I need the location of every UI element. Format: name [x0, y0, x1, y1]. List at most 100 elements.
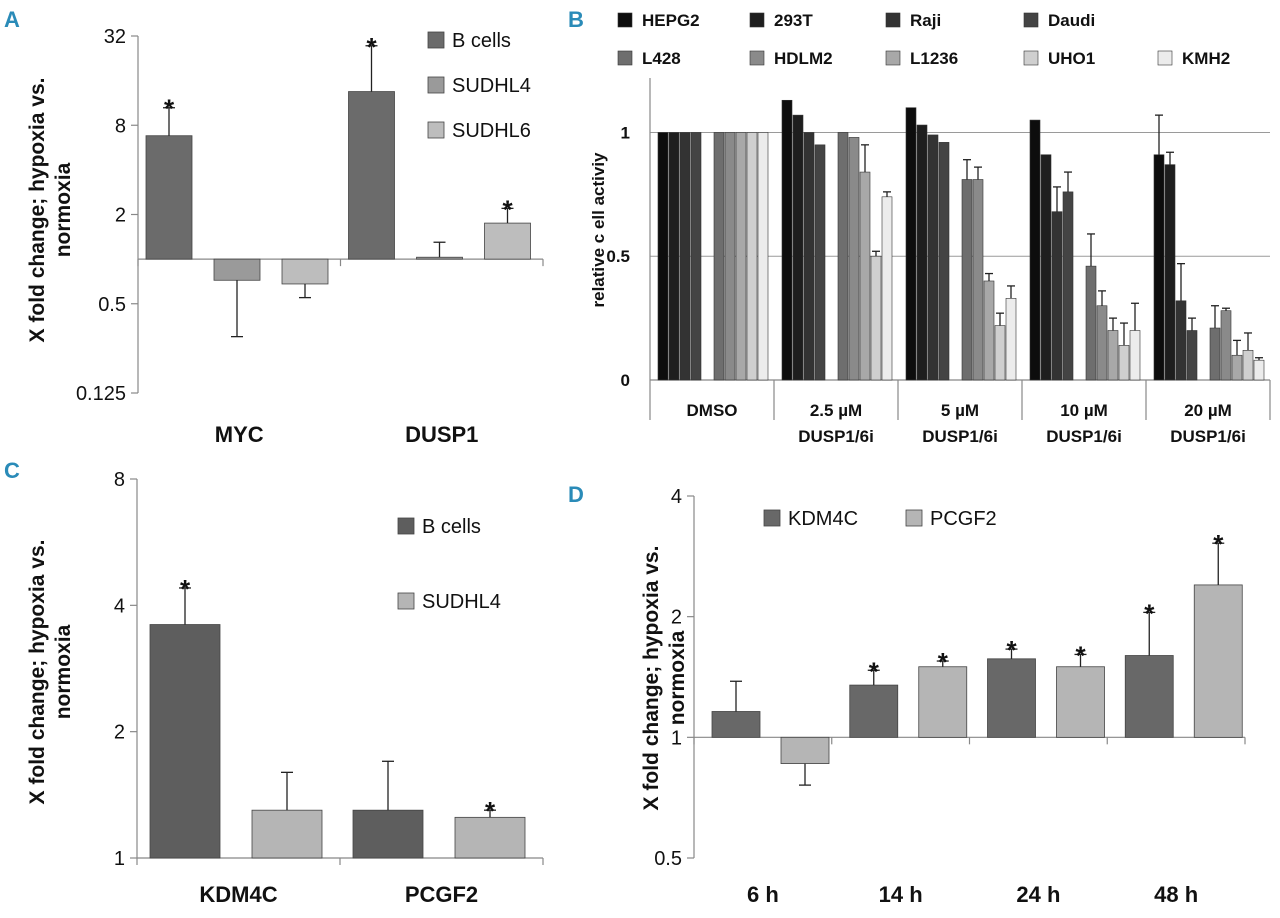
- panel-b-bar: [870, 255, 882, 381]
- panel-b-bar: [837, 132, 849, 381]
- panel-d-significance-star: *: [869, 656, 880, 686]
- panel-b-bar: [1209, 327, 1221, 381]
- panel-d-category-label: 24 h: [1016, 882, 1060, 907]
- panel-b-legend-label: Daudi: [1048, 11, 1095, 30]
- panel-a-bar: [281, 258, 329, 285]
- panel-c-significance-star: *: [485, 796, 496, 826]
- panel-b-legend-swatch: [749, 50, 765, 66]
- panel-b-bar: [1062, 191, 1074, 381]
- panel-b-bar: [927, 134, 939, 381]
- panel-c-y-tick-label: 4: [114, 595, 125, 617]
- panel-d-bar: [1124, 655, 1174, 738]
- panel-b-bar: [668, 132, 680, 381]
- panel-b-legend-swatch: [885, 50, 901, 66]
- panel-b-category-label: 10 µM: [1060, 401, 1108, 420]
- panel-b-y-tick-label: 1: [621, 123, 630, 142]
- panel-d-significance-star: *: [1213, 529, 1224, 559]
- panel-a-y-tick-label: 2: [115, 205, 126, 227]
- panel-b-y-axis-title: relative c ell activiy: [589, 152, 608, 308]
- panel-b-bar: [713, 132, 725, 381]
- panel-b-bar: [859, 171, 871, 381]
- panel-c-y-tick-label: 8: [114, 469, 125, 491]
- panel-a-y-axis-title: normoxia: [52, 162, 75, 257]
- panel-b-category-label: DUSP1/6i: [1170, 427, 1246, 446]
- panel-a-legend-label: B cells: [452, 30, 511, 52]
- panel-b-y-tick-label: 0: [621, 371, 630, 390]
- panel-b-bar: [1231, 354, 1243, 381]
- panel-d-bar: [849, 684, 899, 738]
- panel-b-bar: [746, 132, 758, 381]
- panel-d-category-label: 48 h: [1154, 882, 1198, 907]
- panel-d-legend-label: PCGF2: [930, 508, 997, 530]
- panel-a-bar: [145, 135, 193, 260]
- panel-c-y-axis-title: normoxia: [52, 624, 75, 719]
- panel-a-bar: [213, 258, 261, 281]
- panel-d-y-axis-title: normoxia: [666, 630, 689, 725]
- panel-b-bar: [1085, 265, 1097, 381]
- panel-b-legend-swatch: [617, 12, 633, 28]
- panel-d-significance-star: *: [1075, 640, 1086, 670]
- panel-a-y-axis-title: X fold change; hypoxia vs.: [26, 78, 49, 343]
- panel-b-legend-swatch: [1023, 50, 1039, 66]
- panel-b-bar: [905, 107, 917, 381]
- panel-b-bar: [679, 132, 691, 381]
- panel-c-y-tick-label: 1: [114, 848, 125, 870]
- panel-b-legend-label: 293T: [774, 11, 813, 30]
- panel-b-legend-label: L1236: [910, 49, 958, 68]
- panel-b-bar: [1220, 310, 1232, 381]
- panel-label-a: A: [4, 7, 20, 32]
- panel-b-category-label: 2.5 µM: [810, 401, 862, 420]
- panel-b-legend-swatch: [1023, 12, 1039, 28]
- panel-d-significance-star: *: [1144, 598, 1155, 628]
- panel-d-y-axis-title: X fold change; hypoxia vs.: [640, 546, 663, 811]
- panel-b-legend-swatch: [617, 50, 633, 66]
- panel-c-legend-swatch: [397, 517, 415, 535]
- panel-a-significance-star: *: [366, 32, 377, 62]
- panel-b-category-label: DMSO: [687, 401, 738, 420]
- panel-b-bar: [735, 132, 747, 381]
- panel-a-category-label: MYC: [215, 422, 264, 447]
- panel-b-category-label: DUSP1/6i: [798, 427, 874, 446]
- panel-c-y-tick-label: 2: [114, 722, 125, 744]
- panel-b-legend-swatch: [1157, 50, 1173, 66]
- panel-c-y-axis-title: X fold change; hypoxia vs.: [26, 540, 49, 805]
- panel-c-legend-label: SUDHL4: [422, 591, 501, 613]
- panel-b-bar: [1164, 164, 1176, 381]
- panel-b-legend-label: Raji: [910, 11, 941, 30]
- panel-c-bar: [352, 809, 424, 859]
- panel-b-bar: [657, 132, 669, 381]
- panel-d-y-tick-label: 0.5: [654, 848, 682, 870]
- panel-b-bar: [757, 132, 769, 381]
- panel-b-bar: [1253, 359, 1265, 381]
- panel-b-legend-swatch: [749, 12, 765, 28]
- panel-b-bar: [1175, 300, 1187, 381]
- panel-d-bar: [918, 666, 968, 738]
- panel-a-legend-swatch: [427, 31, 445, 49]
- panel-b-bar: [1029, 119, 1041, 381]
- panel-a-category-label: DUSP1: [405, 422, 478, 447]
- panel-b-bar: [690, 132, 702, 381]
- panel-b-bar: [1005, 298, 1017, 381]
- panel-b-bar: [1107, 330, 1119, 381]
- panel-a-y-tick-label: 0.5: [98, 294, 126, 316]
- panel-d-category-label: 14 h: [879, 882, 923, 907]
- panel-d-bar: [987, 658, 1036, 738]
- panel-a-legend-label: SUDHL6: [452, 120, 531, 142]
- panel-b-bar: [792, 114, 804, 381]
- panel-b-bar: [1051, 211, 1063, 381]
- panel-b-bar: [994, 325, 1006, 381]
- panel-b-bar: [781, 99, 793, 381]
- panel-a-bar: [416, 256, 463, 260]
- panel-b-legend-label: UHO1: [1048, 49, 1095, 68]
- panel-d-bar: [1193, 584, 1243, 738]
- panel-b-bar: [1118, 345, 1130, 381]
- panel-b-bar: [881, 196, 893, 381]
- panel-b-category-label: DUSP1/6i: [922, 427, 998, 446]
- panel-d-y-tick-label: 1: [671, 727, 682, 749]
- panel-a-y-tick-label: 32: [104, 26, 126, 48]
- panel-b-category-label: DUSP1/6i: [1046, 427, 1122, 446]
- panel-b-bar: [1040, 154, 1052, 381]
- panel-d-category-label: 6 h: [747, 882, 779, 907]
- panel-c-bar: [149, 624, 221, 859]
